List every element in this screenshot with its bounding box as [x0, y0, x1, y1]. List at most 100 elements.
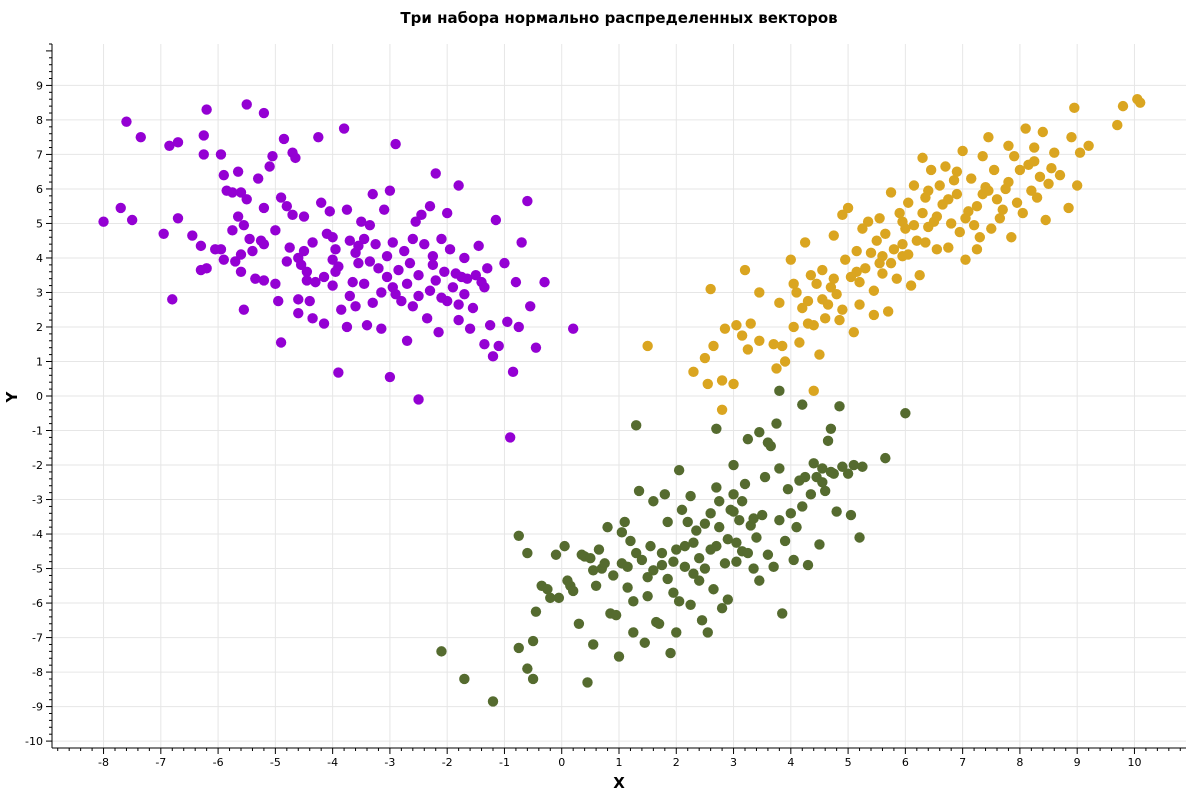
data-point	[313, 131, 324, 143]
data-point	[685, 599, 696, 610]
data-point	[748, 513, 759, 524]
data-point	[275, 192, 287, 203]
data-point	[387, 237, 398, 248]
data-point	[630, 547, 642, 559]
x-tick-label: 9	[1074, 756, 1081, 769]
data-point	[705, 544, 716, 555]
data-point	[903, 197, 914, 208]
data-point	[848, 459, 860, 471]
data-point	[688, 537, 699, 548]
data-point	[845, 509, 857, 521]
x-tick-label: 6	[902, 756, 909, 769]
data-point	[682, 516, 693, 528]
data-point	[642, 571, 653, 583]
data-point	[585, 552, 596, 564]
data-point	[734, 515, 745, 526]
data-point	[742, 547, 754, 559]
data-point	[527, 635, 539, 647]
data-point	[115, 202, 126, 214]
data-point	[934, 180, 945, 191]
data-point	[834, 314, 845, 326]
data-point	[885, 187, 897, 198]
data-point	[842, 202, 854, 214]
data-point	[318, 318, 330, 329]
data-point	[232, 166, 244, 177]
data-point	[1071, 180, 1083, 191]
data-point	[218, 169, 230, 181]
data-point	[917, 207, 928, 219]
data-point	[619, 516, 630, 528]
series-3	[642, 94, 1146, 416]
x-tick-label: -1	[499, 756, 510, 769]
data-point	[923, 185, 934, 196]
data-point	[241, 99, 252, 110]
x-tick-label: 10	[1127, 756, 1141, 769]
data-point	[894, 207, 905, 219]
data-point	[722, 534, 734, 545]
data-point	[656, 559, 668, 571]
data-point	[974, 232, 986, 243]
data-point	[705, 508, 716, 519]
data-point	[639, 637, 650, 648]
data-point	[187, 230, 198, 241]
data-point	[728, 506, 739, 517]
data-point	[218, 254, 230, 265]
y-tick-label: 1	[36, 355, 43, 368]
data-point	[135, 131, 146, 143]
data-point	[1029, 156, 1040, 167]
data-point	[602, 521, 613, 533]
data-point	[880, 228, 891, 240]
data-point	[550, 549, 562, 560]
data-point	[788, 554, 799, 566]
data-point	[917, 152, 928, 164]
data-point	[630, 420, 642, 431]
data-point	[284, 242, 295, 253]
y-tick-label: 7	[36, 148, 43, 161]
data-point	[396, 295, 407, 307]
data-point	[384, 371, 396, 383]
data-point	[648, 496, 659, 507]
axes	[46, 43, 1186, 754]
data-point	[897, 238, 908, 250]
data-point	[258, 202, 270, 214]
data-point	[1074, 147, 1086, 158]
data-point	[777, 340, 788, 352]
data-point	[877, 268, 888, 279]
x-tick-label: 1	[616, 756, 623, 769]
y-tick-label: 8	[36, 114, 43, 127]
data-point	[954, 226, 965, 238]
data-point	[774, 463, 785, 474]
data-point	[662, 573, 673, 585]
data-point	[522, 663, 533, 674]
data-point	[1046, 163, 1057, 174]
data-point	[797, 501, 808, 512]
y-tick-label: 9	[36, 79, 43, 92]
data-point	[748, 563, 759, 574]
data-point	[487, 696, 499, 707]
data-point	[868, 309, 880, 321]
data-point	[315, 197, 327, 208]
data-point	[413, 394, 424, 405]
data-point	[983, 185, 994, 196]
data-point	[771, 418, 782, 429]
data-point	[628, 596, 639, 607]
data-point	[464, 323, 476, 334]
x-tick-label: 3	[730, 756, 737, 769]
data-point	[705, 283, 716, 295]
data-point	[539, 276, 550, 288]
data-point	[447, 282, 459, 293]
data-point	[258, 107, 270, 119]
data-point	[610, 609, 622, 621]
data-point	[493, 340, 504, 352]
data-point	[825, 282, 837, 293]
data-point	[462, 273, 473, 284]
x-tick-label: 2	[673, 756, 680, 769]
data-point	[361, 320, 373, 331]
data-point	[742, 433, 754, 445]
data-point	[582, 677, 593, 688]
data-point	[502, 316, 513, 328]
data-point	[711, 423, 722, 434]
data-point	[739, 264, 751, 276]
data-point	[341, 321, 353, 333]
